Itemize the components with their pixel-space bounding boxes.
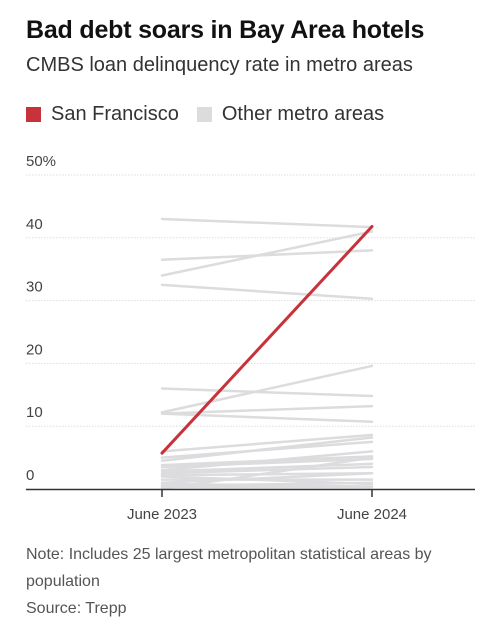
legend-swatch-other-metro-areas	[196, 107, 212, 122]
y-tick-label: 30	[26, 279, 43, 296]
x-tick-label: June 2024	[337, 506, 407, 523]
other-metro-line	[160, 465, 374, 475]
other-metro-line	[160, 283, 374, 300]
y-tick-label: 40	[26, 216, 43, 233]
footnote: Note: Includes 25 largest metropolitan s…	[26, 541, 476, 622]
other-metro-line	[160, 364, 374, 414]
legend-item-san-francisco: San Francisco	[26, 103, 179, 126]
chart-subtitle: CMBS loan delinquency rate in metro area…	[26, 54, 413, 76]
source-text: Source: Trepp	[26, 600, 127, 617]
chart-title: Bad debt soars in Bay Area hotels	[26, 16, 425, 44]
slope-chart: 50% 40 30 20 10 0 June 2023 June 2024	[26, 153, 475, 523]
other-metro-line	[160, 456, 374, 491]
note-text: Note: Includes 25 largest metropolitan s…	[26, 546, 432, 590]
gridlines	[26, 174, 475, 427]
y-tick-label: 10	[26, 404, 43, 421]
other-metro-line	[160, 481, 374, 488]
y-tick-label: 20	[26, 341, 43, 358]
legend-item-other-metro-areas: Other metro areas	[196, 103, 385, 126]
other-metro-line	[160, 217, 374, 229]
x-axis: June 2023 June 2024	[26, 488, 475, 523]
legend: San Francisco Other metro areas	[26, 103, 402, 126]
san-francisco-line	[160, 224, 374, 455]
other-metro-line	[160, 387, 374, 398]
legend-label-other-metro-areas: Other metro areas	[221, 103, 385, 125]
other-metro-line	[160, 472, 374, 484]
other-metro-line	[160, 230, 374, 277]
other-metro-line	[160, 249, 374, 262]
san-francisco-line-group	[160, 224, 374, 455]
other-metro-line	[160, 457, 374, 469]
x-tick-label: June 2023	[127, 506, 197, 523]
other-metro-line	[160, 433, 374, 453]
other-metro-lines	[160, 217, 374, 491]
other-metro-line	[160, 450, 374, 472]
other-metro-line	[160, 436, 374, 462]
y-tick-label: 0	[26, 467, 34, 484]
legend-label-san-francisco: San Francisco	[51, 103, 179, 125]
y-tick-label: 50%	[26, 153, 56, 170]
other-metro-line	[160, 462, 374, 473]
y-axis-labels: 50% 40 30 20 10 0	[26, 153, 56, 484]
other-metro-line	[160, 404, 374, 415]
legend-swatch-san-francisco	[26, 107, 41, 122]
